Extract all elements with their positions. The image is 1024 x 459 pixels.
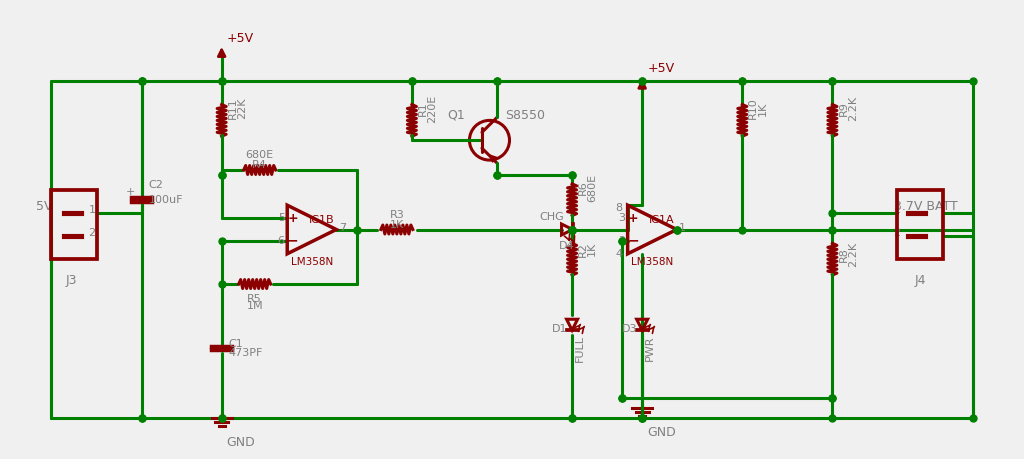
Text: R4: R4	[252, 160, 267, 170]
Text: 22K: 22K	[237, 98, 247, 119]
Text: −: −	[627, 234, 639, 247]
Text: LM358N: LM358N	[291, 257, 333, 267]
Text: 220E: 220E	[427, 95, 437, 123]
Text: R5: R5	[248, 294, 262, 304]
Text: +: +	[628, 212, 638, 225]
Text: +: +	[126, 187, 135, 197]
Text: 3: 3	[618, 213, 625, 223]
Text: 7: 7	[339, 223, 346, 233]
Text: J3: J3	[66, 274, 77, 287]
Text: 1K: 1K	[390, 219, 404, 230]
Text: CHG: CHG	[540, 212, 564, 222]
Text: 3.7V BATT: 3.7V BATT	[894, 200, 957, 213]
Text: +5V: +5V	[226, 32, 254, 45]
Text: R6: R6	[579, 180, 588, 195]
Text: D3: D3	[622, 324, 637, 334]
Text: PWR: PWR	[645, 336, 655, 361]
Text: 5: 5	[278, 213, 285, 223]
Text: 473PF: 473PF	[228, 348, 263, 358]
Text: C1: C1	[228, 339, 244, 348]
Text: 1: 1	[88, 205, 95, 215]
Text: 680E: 680E	[587, 174, 597, 202]
Text: R9: R9	[839, 101, 849, 116]
Text: 8: 8	[615, 203, 623, 213]
Text: GND: GND	[647, 426, 676, 439]
Text: −: −	[287, 234, 298, 247]
Text: C2: C2	[148, 180, 164, 190]
Text: R10: R10	[749, 98, 759, 119]
Text: 1K: 1K	[587, 242, 597, 257]
Text: 1K: 1K	[759, 101, 768, 116]
Text: J4: J4	[914, 274, 927, 287]
Bar	[51, 190, 96, 259]
Text: S8550: S8550	[505, 109, 545, 122]
Bar	[897, 190, 942, 259]
Text: R3: R3	[389, 210, 404, 219]
Text: 4: 4	[615, 249, 623, 259]
Text: R1: R1	[418, 101, 428, 116]
Text: Q1: Q1	[446, 109, 465, 122]
Text: R8: R8	[839, 247, 849, 262]
Text: R11: R11	[227, 98, 238, 119]
Text: GND: GND	[226, 436, 255, 449]
Text: 2: 2	[88, 229, 95, 239]
Text: 1M: 1M	[247, 301, 263, 311]
Text: 2: 2	[893, 229, 900, 239]
Text: 6: 6	[278, 236, 285, 246]
Text: +: +	[287, 212, 298, 225]
Text: R2: R2	[579, 242, 588, 257]
Text: D4: D4	[559, 241, 574, 252]
Text: IC1A: IC1A	[649, 214, 675, 224]
Text: 680E: 680E	[246, 150, 273, 160]
Text: 1: 1	[894, 205, 900, 215]
Text: 1: 1	[679, 223, 686, 233]
Text: FULL: FULL	[575, 335, 585, 362]
Text: 2: 2	[618, 236, 625, 246]
Text: IC1B: IC1B	[309, 214, 335, 224]
Text: 2.2K: 2.2K	[849, 96, 858, 121]
Text: LM358N: LM358N	[631, 257, 674, 267]
Text: 5V: 5V	[37, 200, 53, 213]
Text: D1: D1	[552, 324, 567, 334]
Text: +5V: +5V	[647, 62, 674, 75]
Text: 2.2K: 2.2K	[849, 242, 858, 267]
Text: 100uF: 100uF	[148, 195, 183, 205]
